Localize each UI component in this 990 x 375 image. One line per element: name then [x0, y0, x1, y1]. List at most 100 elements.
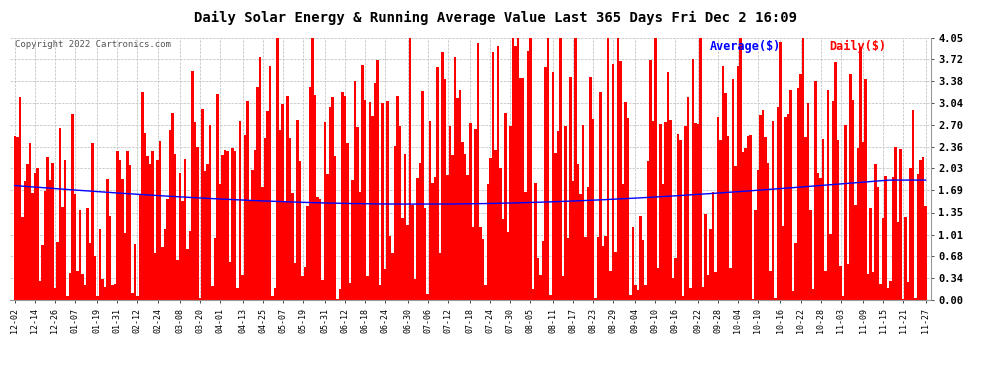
- Bar: [196, 147, 199, 300]
- Bar: [837, 140, 840, 300]
- Bar: [471, 227, 474, 300]
- Bar: [787, 114, 789, 300]
- Bar: [222, 155, 224, 300]
- Bar: [314, 95, 317, 300]
- Bar: [792, 291, 794, 300]
- Bar: [153, 253, 156, 300]
- Bar: [142, 92, 144, 300]
- Bar: [627, 118, 629, 300]
- Bar: [912, 110, 915, 300]
- Bar: [799, 74, 802, 300]
- Bar: [827, 90, 830, 300]
- Bar: [439, 253, 442, 300]
- Bar: [849, 74, 851, 300]
- Bar: [622, 184, 624, 300]
- Bar: [342, 93, 344, 300]
- Bar: [646, 162, 649, 300]
- Bar: [148, 164, 151, 300]
- Bar: [697, 124, 699, 300]
- Bar: [887, 288, 889, 300]
- Bar: [39, 281, 42, 300]
- Bar: [642, 240, 644, 300]
- Bar: [637, 290, 640, 300]
- Bar: [356, 127, 359, 300]
- Bar: [649, 60, 651, 300]
- Bar: [840, 266, 842, 300]
- Bar: [807, 103, 809, 300]
- Bar: [640, 216, 642, 300]
- Bar: [339, 289, 342, 300]
- Bar: [459, 90, 461, 300]
- Bar: [524, 192, 527, 300]
- Bar: [106, 179, 109, 300]
- Bar: [91, 143, 94, 300]
- Bar: [844, 125, 846, 300]
- Bar: [274, 288, 276, 300]
- Bar: [917, 174, 920, 300]
- Bar: [617, 38, 619, 300]
- Bar: [386, 101, 389, 300]
- Bar: [499, 168, 502, 300]
- Bar: [422, 91, 424, 300]
- Bar: [374, 83, 376, 300]
- Bar: [31, 193, 34, 300]
- Bar: [537, 258, 539, 300]
- Bar: [239, 122, 242, 300]
- Bar: [735, 166, 737, 300]
- Bar: [34, 173, 37, 300]
- Bar: [227, 152, 229, 300]
- Bar: [166, 199, 168, 300]
- Bar: [549, 295, 551, 300]
- Bar: [319, 199, 322, 300]
- Bar: [894, 147, 897, 300]
- Bar: [594, 298, 597, 300]
- Bar: [332, 97, 334, 300]
- Bar: [797, 88, 799, 300]
- Bar: [73, 194, 76, 300]
- Bar: [507, 232, 509, 300]
- Bar: [512, 38, 514, 300]
- Bar: [532, 289, 534, 300]
- Bar: [922, 158, 925, 300]
- Bar: [481, 239, 484, 300]
- Bar: [402, 218, 404, 300]
- Bar: [359, 192, 361, 300]
- Bar: [334, 156, 337, 300]
- Bar: [604, 236, 607, 300]
- Bar: [291, 193, 294, 300]
- Bar: [740, 38, 742, 300]
- Bar: [814, 81, 817, 300]
- Text: Average($): Average($): [710, 40, 781, 53]
- Bar: [269, 66, 271, 300]
- Bar: [869, 208, 872, 300]
- Bar: [237, 288, 239, 300]
- Bar: [651, 121, 654, 300]
- Bar: [21, 217, 24, 300]
- Bar: [111, 285, 114, 300]
- Bar: [522, 78, 524, 300]
- Bar: [322, 280, 324, 300]
- Bar: [366, 276, 369, 300]
- Bar: [369, 102, 371, 300]
- Bar: [124, 233, 127, 300]
- Bar: [744, 147, 746, 300]
- Bar: [248, 200, 251, 300]
- Bar: [134, 244, 137, 300]
- Bar: [89, 243, 91, 300]
- Bar: [742, 152, 744, 300]
- Bar: [404, 154, 407, 300]
- Bar: [474, 129, 476, 300]
- Bar: [632, 227, 635, 300]
- Bar: [14, 136, 16, 300]
- Bar: [862, 142, 864, 300]
- Bar: [279, 130, 281, 300]
- Bar: [412, 205, 414, 300]
- Bar: [216, 94, 219, 300]
- Bar: [434, 177, 437, 300]
- Bar: [284, 201, 286, 300]
- Bar: [809, 210, 812, 300]
- Bar: [286, 96, 289, 300]
- Bar: [851, 100, 854, 300]
- Text: Daily Solar Energy & Running Average Value Last 365 Days Fri Dec 2 16:09: Daily Solar Energy & Running Average Val…: [193, 11, 797, 26]
- Bar: [464, 154, 466, 300]
